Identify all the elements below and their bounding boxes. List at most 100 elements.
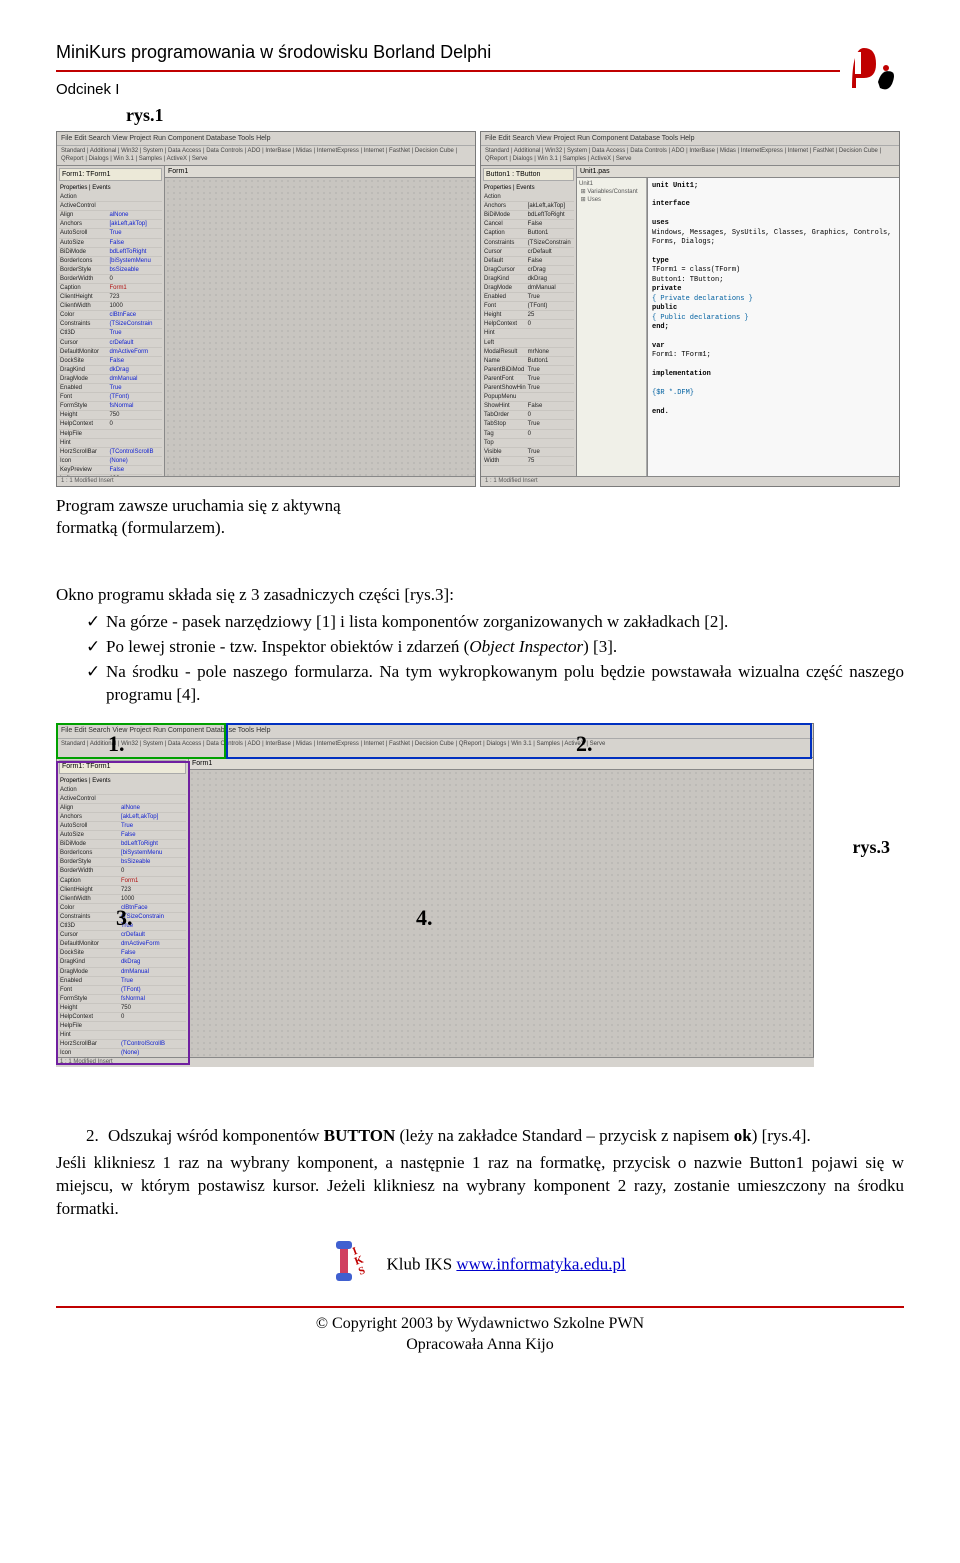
step-text-post: ) [rys.4].: [752, 1126, 811, 1145]
inspector-row: Ctl3DTrue: [59, 329, 162, 338]
inspector-tabs: Properties | Events: [483, 183, 574, 193]
inspector-row: HorzScrollBar(TControlScrollB: [59, 448, 162, 457]
inspector-row: Top: [483, 439, 574, 448]
inspector-row: DragCursorcrDrag: [483, 266, 574, 275]
svg-text:S: S: [357, 1264, 367, 1277]
inspector-row: DragKinddkDrag: [483, 275, 574, 284]
inspector-row: BorderWidth0: [59, 275, 162, 284]
inspector-row: HelpContext0: [483, 320, 574, 329]
inspector-rows: ActionActiveControlAlignalNoneAnchors[ak…: [59, 193, 162, 485]
inspector-row: CaptionButton1: [483, 229, 574, 238]
object-inspector: Button1 : TButton Properties | Events Ac…: [481, 166, 577, 486]
inspector-row: ClientWidth1000: [59, 302, 162, 311]
inspector-row: DragModedmManual: [59, 375, 162, 384]
screenshot-rys1: File Edit Search View Project Run Compon…: [56, 131, 476, 487]
page-title: MiniKurs programowania w środowisku Borl…: [56, 40, 840, 64]
inspector-row: DragKinddkDrag: [59, 958, 186, 967]
screenshot-rys3: File Edit Search View Project Run Compon…: [56, 723, 814, 1067]
inspector-row: Constraints(TSizeConstrain: [59, 320, 162, 329]
inspector-title: Form1: TForm1: [59, 760, 186, 773]
inspector-row: Hint: [483, 329, 574, 338]
ide-menubar: File Edit Search View Project Run Compon…: [481, 132, 899, 146]
inspector-row: CancelFalse: [483, 220, 574, 229]
inspector-row: PopupMenu: [483, 393, 574, 402]
inspector-rows: ActionAnchors[akLeft,akTop]BiDiModebdLef…: [483, 193, 574, 466]
ide-tabbar: Standard | Additional | Win32 | System |…: [57, 146, 475, 164]
inspector-row: Font(TFont): [483, 302, 574, 311]
inspector-row: Font(TFont): [59, 393, 162, 402]
section-intro: Okno programu składa się z 3 zasadniczyc…: [56, 584, 904, 607]
inspector-row: KeyPreviewFalse: [59, 466, 162, 475]
step-number: 2.: [86, 1125, 108, 1148]
inspector-row: Height750: [59, 411, 162, 420]
inspector-row: Anchors[akLeft,akTop]: [483, 202, 574, 211]
inspector-row: DragModedmManual: [483, 284, 574, 293]
code-explorer: Unit1 ⊞ Variables/Constant ⊞ Uses: [577, 178, 647, 486]
inspector-row: BorderWidth0: [59, 867, 186, 876]
inspector-row: Action: [483, 193, 574, 202]
inspector-row: BorderIcons[biSystemMenu: [59, 257, 162, 266]
inspector-row: DefaultMonitordmActiveForm: [59, 940, 186, 949]
inspector-row: Width75: [483, 457, 574, 466]
inspector-row: BorderIcons[biSystemMenu: [59, 849, 186, 858]
inspector-row: HelpFile: [59, 1022, 186, 1031]
bullet-item: ✓Po lewej stronie - tzw. Inspektor obiek…: [86, 636, 904, 659]
iks-logo: I K S: [334, 1239, 376, 1292]
inspector-row: BorderStylebsSizeable: [59, 266, 162, 275]
screenshot-rys2: File Edit Search View Project Run Compon…: [480, 131, 900, 487]
code-editor-title: Unit1.pas: [577, 166, 899, 178]
inspector-row: EnabledTrue: [59, 384, 162, 393]
inspector-row: ActiveControl: [59, 202, 162, 211]
inspector-row: DefaultMonitordmActiveForm: [59, 348, 162, 357]
form-title: Form1: [165, 166, 475, 178]
inspector-row: AlignalNone: [59, 804, 186, 813]
inspector-row: Hint: [59, 1031, 186, 1040]
caption-rys1: Program zawsze uruchamia się z aktywną f…: [56, 495, 356, 541]
code-editor: unit Unit1; interface uses Windows, Mess…: [647, 178, 899, 486]
inspector-row: CursorcrDefault: [59, 339, 162, 348]
inspector-row: Action: [59, 786, 186, 795]
inspector-row: CaptionForm1: [59, 877, 186, 886]
inspector-row: AutoScrollTrue: [59, 822, 186, 831]
overlay-label-1: 1.: [108, 729, 125, 759]
inspector-row: FormStylefsNormal: [59, 995, 186, 1004]
inspector-title: Form1: TForm1: [59, 168, 162, 181]
copyright-line-2: Opracowała Anna Kijo: [56, 1335, 904, 1356]
form-designer: Form1: [189, 758, 813, 1066]
ide-menubar: File Edit Search View Project Run Compon…: [57, 724, 813, 738]
inspector-row: ParentBiDiModTrue: [483, 366, 574, 375]
inspector-tabs: Properties | Events: [59, 776, 186, 786]
footer-link[interactable]: www.informatyka.edu.pl: [456, 1254, 625, 1273]
inspector-row: AlignalNone: [59, 211, 162, 220]
overlay-label-2: 2.: [576, 729, 593, 759]
ide-tabbar: Standard | Additional | Win32 | System |…: [481, 146, 899, 164]
ide-tabbar: Standard | Additional | Win32 | System |…: [57, 739, 813, 749]
footer-club: Klub IKS: [387, 1254, 457, 1273]
inspector-tabs: Properties | Events: [59, 183, 162, 193]
inspector-row: AutoSizeFalse: [59, 831, 186, 840]
inspector-row: FormStylefsNormal: [59, 402, 162, 411]
figure-label-3: rys.3: [853, 835, 891, 859]
inspector-row: Height750: [59, 1004, 186, 1013]
inspector-row: Height25: [483, 311, 574, 320]
inspector-row: DockSiteFalse: [59, 949, 186, 958]
overlay-label-3: 3.: [116, 903, 133, 933]
inspector-row: ColorclBtnFace: [59, 311, 162, 320]
inspector-row: VisibleTrue: [483, 448, 574, 457]
inspector-row: BiDiModebdLeftToRight: [59, 248, 162, 257]
instruction-text: Jeśli klikniesz 1 raz na wybrany kompone…: [56, 1152, 904, 1221]
figure-label-1: rys.1: [126, 103, 164, 127]
inspector-row: BiDiModebdLeftToRight: [483, 211, 574, 220]
inspector-row: HelpContext0: [59, 1013, 186, 1022]
status-bar: 1 : 1 Modified Insert: [481, 476, 899, 486]
inspector-row: BiDiModebdLeftToRight: [59, 840, 186, 849]
step-text-pre: Odszukaj wśród komponentów: [108, 1126, 324, 1145]
inspector-row: Tag0: [483, 430, 574, 439]
inspector-row: AutoScrollTrue: [59, 229, 162, 238]
inspector-row: ShowHintFalse: [483, 402, 574, 411]
inspector-row: Anchors[akLeft,akTop]: [59, 813, 186, 822]
publisher-logo: [840, 36, 904, 100]
inspector-row: ModalResultmrNone: [483, 348, 574, 357]
inspector-row: Font(TFont): [59, 986, 186, 995]
inspector-row: CursorcrDefault: [483, 248, 574, 257]
